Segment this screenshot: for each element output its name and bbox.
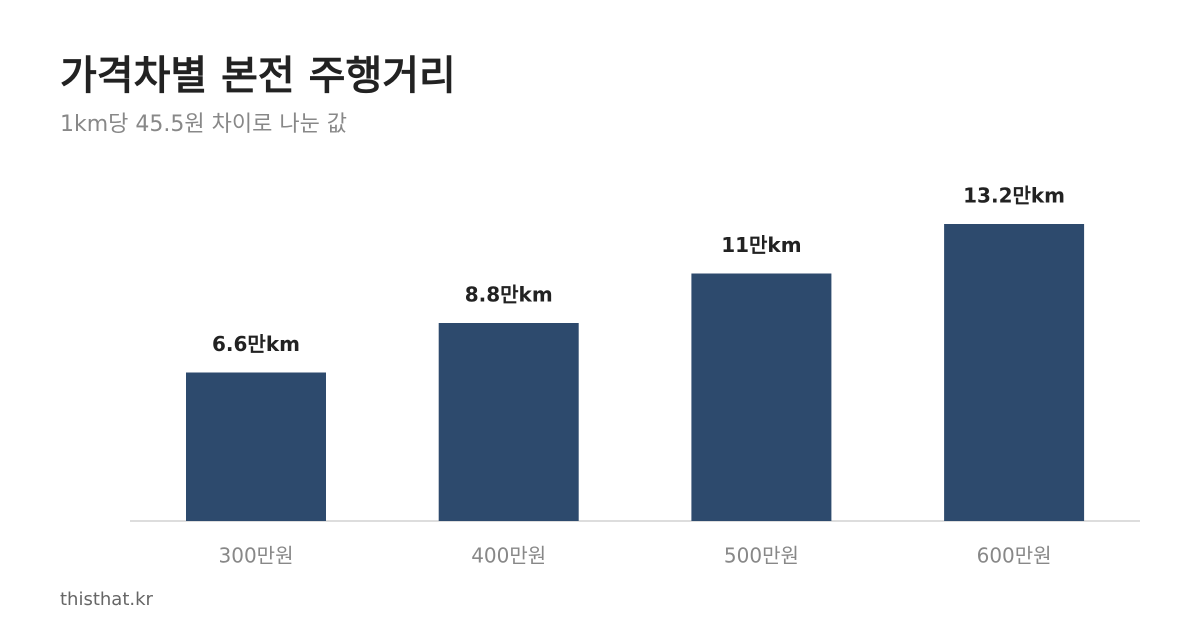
chart-title: 가격차별 본전 주행거리 — [60, 53, 456, 99]
value-label: 11만km — [721, 233, 801, 257]
value-label: 13.2만km — [963, 184, 1065, 208]
bar — [691, 273, 832, 521]
x-tick-label: 600만원 — [977, 544, 1052, 568]
bar — [944, 224, 1085, 521]
value-label: 6.6만km — [212, 332, 300, 356]
value-label: 8.8만km — [465, 283, 553, 307]
bar — [438, 323, 579, 521]
footer: thisthat.kr — [60, 589, 154, 610]
x-tick-label: 300만원 — [219, 544, 294, 568]
x-tick-label: 400만원 — [471, 544, 546, 568]
bar — [186, 372, 326, 521]
x-tick-label: 500만원 — [724, 544, 799, 568]
chart-subtitle: 1km당 45.5원 차이로 나눈 값 — [60, 112, 347, 137]
